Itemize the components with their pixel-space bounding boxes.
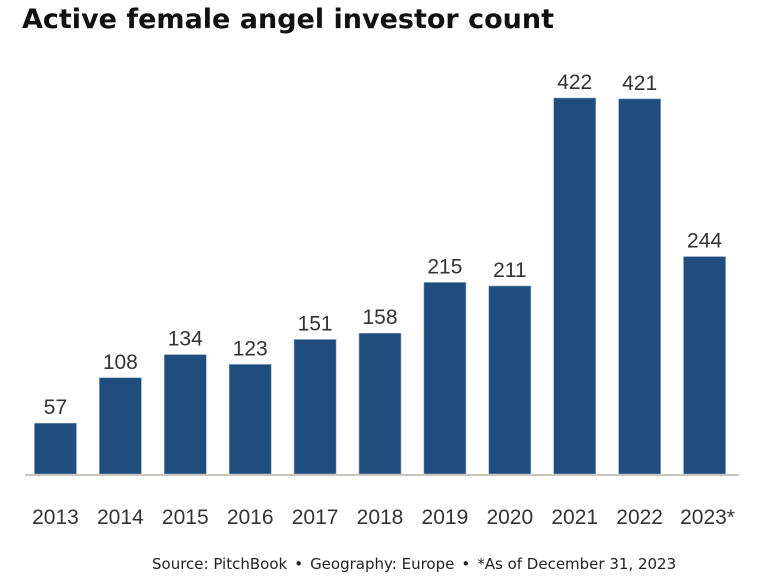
bar-2017 [293,339,337,475]
bar-2015 [163,354,207,475]
x-tick-2020: 2020 [486,506,533,529]
value-label-2019: 215 [427,255,462,278]
value-label-2021: 422 [557,71,592,94]
x-tick-2017: 2017 [292,506,339,529]
separator: • [294,555,304,573]
chart-title: Active female angel investor count [22,4,555,35]
value-labels-group: 57 108 134 123 151 158 215 211 422 421 244 [44,71,723,419]
value-label-2016: 123 [233,337,268,360]
x-tick-2015: 2015 [162,506,209,529]
value-label-2023: 244 [687,230,722,253]
value-label-2013: 57 [44,396,67,419]
x-tick-2022: 2022 [616,506,663,529]
bars-group [34,97,726,475]
chart-footer: Source: PitchBook • Geography: Europe • *As … [152,555,676,573]
bar-2016 [228,364,272,475]
source-note: Source: PitchBook [152,555,288,573]
bar-2018 [358,332,402,475]
x-tick-2021: 2021 [551,506,598,529]
bar-2022 [618,98,661,475]
geography-note: Geography: Europe [310,555,455,573]
separator: • [461,555,471,573]
x-tick-2016: 2016 [227,506,274,529]
value-label-2018: 158 [362,306,397,329]
bar-2014 [99,377,142,475]
x-tick-2018: 2018 [357,506,404,529]
x-tick-2014: 2014 [97,506,144,529]
bar-2020 [488,285,532,475]
x-tick-2013: 2013 [32,506,79,529]
bar-2021 [553,97,597,475]
x-tick-2019: 2019 [422,506,469,529]
bar-2013 [34,422,77,475]
value-label-2022: 421 [622,72,657,95]
value-label-2020: 211 [493,259,526,282]
value-label-2014: 108 [103,351,138,374]
bar-2019 [423,282,467,475]
x-tick-labels-group: 2013 2014 2015 2016 2017 2018 2019 2020 2021 2022… [32,506,735,529]
bar-2023 [683,256,726,475]
date-note: *As of December 31, 2023 [477,555,677,573]
x-tick-2023: 2023* [680,506,735,529]
value-label-2017: 151 [298,312,333,335]
value-label-2015: 134 [168,328,203,351]
